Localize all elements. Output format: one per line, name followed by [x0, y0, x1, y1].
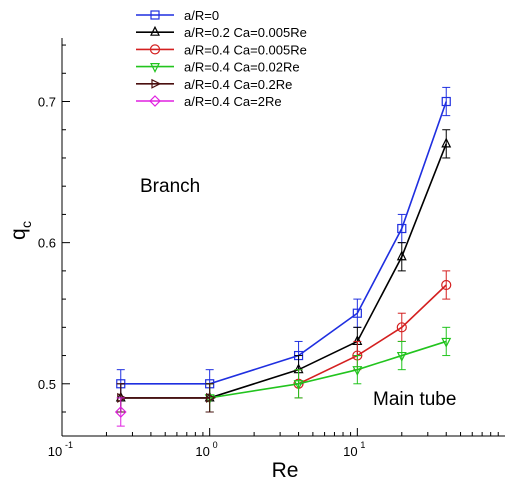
data-point: [114, 406, 127, 418]
x-tick-label: 10: [343, 444, 357, 459]
data-point: [396, 250, 407, 261]
legend-label: a/R=0.4 Ca=0.02Re: [184, 60, 300, 75]
legend-marker: [150, 10, 160, 20]
data-point: [206, 392, 217, 403]
legend-label: a/R=0.4 Ca=0.2Re: [184, 77, 292, 92]
series-5: [116, 383, 217, 413]
x-tick-exponent: -1: [65, 440, 73, 450]
legend-entry: a/R=0.4 Ca=0.005Re: [136, 42, 307, 57]
data-point: [352, 308, 362, 318]
legend-entry: a/R=0.4 Ca=0.2Re: [136, 77, 292, 92]
data-point: [441, 279, 452, 291]
data-point: [293, 380, 304, 391]
x-tick-label: 10: [195, 444, 209, 459]
y-axis-label: q: [7, 228, 30, 240]
annotations: Branch Main tube: [140, 176, 456, 410]
legend-entry: a/R=0.4 Ca=0.02Re: [136, 60, 300, 75]
tick-labels: 10 -1 10 0 10 10.50.60.7: [38, 95, 365, 459]
x-tick-label: 10: [48, 444, 62, 459]
legend: a/R=0 a/R=0.2 Ca=0.005Re a/R=0.4 Ca=0.005R…: [136, 8, 307, 109]
legend-entry: a/R=0: [136, 8, 219, 23]
x-axis-label: Re: [272, 459, 299, 482]
series-6: [114, 397, 127, 427]
x-tick-exponent: 0: [213, 440, 218, 450]
legend-marker: [150, 62, 160, 73]
y-tick-label: 0.6: [38, 236, 56, 251]
data-point: [441, 137, 452, 148]
series-4: [204, 326, 452, 413]
legend-entry: a/R=0.2 Ca=0.005Re: [136, 25, 307, 40]
legend-marker: [149, 95, 161, 107]
data-point: [396, 351, 407, 362]
data-point: [352, 366, 363, 377]
data-point: [441, 96, 451, 107]
y-axis-label-subscript: c: [18, 221, 34, 228]
y-tick-label: 0.5: [38, 377, 56, 392]
axis-ticks: [61, 44, 499, 436]
y-tick-label: 0.7: [38, 95, 56, 110]
legend-marker: [150, 25, 160, 36]
axis-labels: Re qc: [7, 221, 298, 482]
data-point: [441, 337, 452, 348]
series-layer: [114, 86, 452, 427]
legend-entry: a/R=0.4 Ca=2Re: [136, 94, 282, 109]
data-point: [396, 322, 407, 333]
annotation-branch: Branch: [140, 176, 200, 197]
legend-label: a/R=0.4 Ca=0.005Re: [184, 42, 307, 57]
x-tick-exponent: 1: [360, 440, 365, 450]
data-point: [397, 223, 407, 234]
legend-marker: [151, 78, 162, 89]
annotation-main-tube: Main tube: [373, 389, 456, 410]
series-line: [298, 284, 447, 385]
series-line: [120, 101, 447, 385]
legend-label: a/R=0.4 Ca=2Re: [184, 94, 282, 109]
legend-marker: [149, 44, 161, 55]
legend-label: a/R=0.2 Ca=0.005Re: [184, 25, 307, 40]
legend-label: a/R=0: [184, 8, 219, 23]
plot-axes: [61, 38, 505, 437]
